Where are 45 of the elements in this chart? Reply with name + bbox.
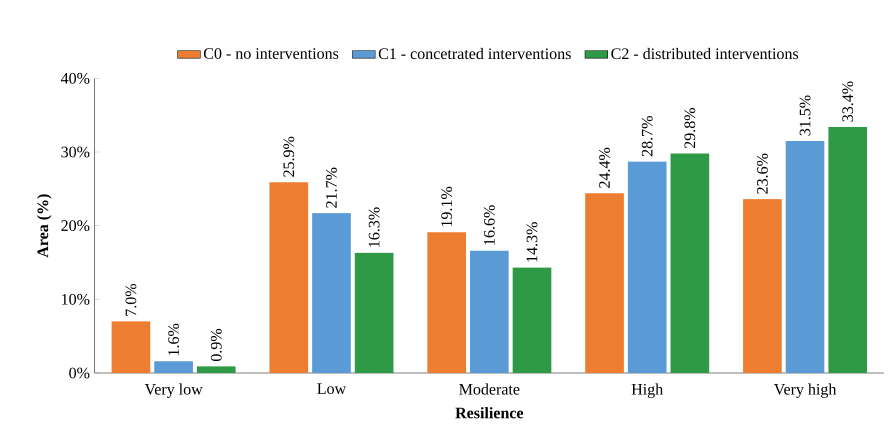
data-label: 21.7% <box>326 168 337 208</box>
bar <box>427 232 466 373</box>
bar <box>312 213 351 373</box>
data-label: 23.6% <box>756 154 768 194</box>
bar <box>512 268 552 373</box>
data-label: 0.9% <box>210 328 222 362</box>
x-tick-label: High <box>632 383 663 398</box>
x-tick-label: Low <box>317 383 346 394</box>
x-tick-label: Moderate <box>459 383 520 395</box>
data-label: 33.4% <box>842 81 854 122</box>
x-tick-label: Very low <box>144 383 203 398</box>
data-label: 14.3% <box>526 222 538 262</box>
bar <box>828 126 868 373</box>
y-tick-label: 20% <box>61 220 90 232</box>
data-label: 1.6% <box>168 324 180 356</box>
bar <box>354 252 394 373</box>
y-axis-title: Area (%) <box>36 194 52 258</box>
bar <box>470 250 509 373</box>
data-label: 28.7% <box>642 116 653 156</box>
legend-label: C1 - concetrated interventions <box>378 48 571 60</box>
data-label: 29.8% <box>684 108 696 148</box>
y-tick-label: 10% <box>62 294 90 305</box>
legend-label: C0 - no interventions <box>204 48 338 59</box>
bar <box>154 361 193 373</box>
y-tick-label: 30% <box>61 146 90 158</box>
bar <box>585 193 624 373</box>
data-label: 16.3% <box>368 207 380 247</box>
bar <box>743 199 782 373</box>
data-label: 31.5% <box>800 95 811 136</box>
x-axis-title: Resilience <box>455 407 524 418</box>
legend-label: C2 - distributed interventions <box>611 48 798 60</box>
bar <box>670 153 710 373</box>
data-label: 7.0% <box>126 284 136 316</box>
x-tick-label: Very high <box>774 383 836 398</box>
y-tick-label: 0% <box>69 368 90 378</box>
y-tick-label: 40% <box>60 72 90 84</box>
data-label: 19.1% <box>441 186 452 226</box>
bar <box>112 321 150 373</box>
bar <box>786 140 824 373</box>
bar <box>269 182 308 373</box>
data-label: 25.9% <box>283 136 294 177</box>
bar <box>196 366 236 373</box>
bar <box>628 162 667 373</box>
data-label: 24.4% <box>599 148 610 188</box>
data-label: 16.6% <box>484 205 495 245</box>
